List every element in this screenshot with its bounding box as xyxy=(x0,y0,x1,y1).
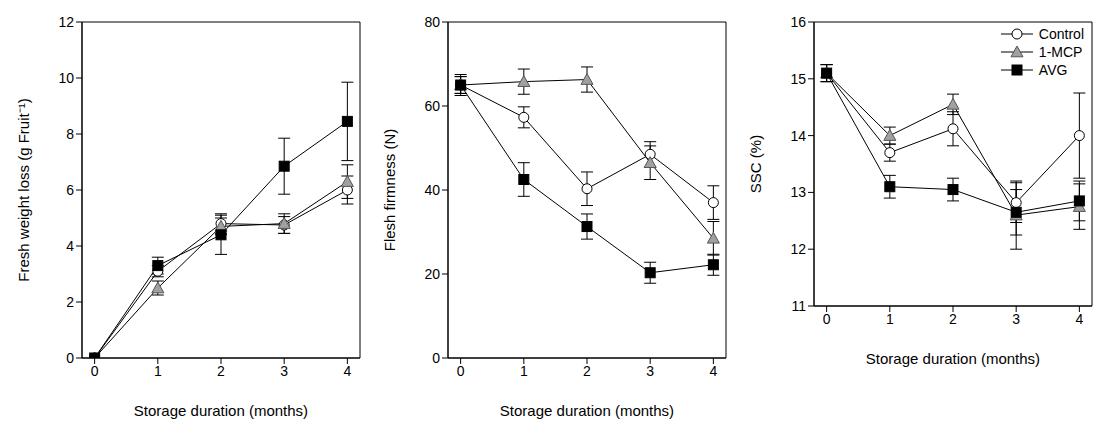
svg-text:14: 14 xyxy=(790,128,806,144)
svg-text:0: 0 xyxy=(91,363,99,379)
svg-text:3: 3 xyxy=(1012,311,1020,327)
svg-text:0: 0 xyxy=(457,363,465,379)
svg-text:4: 4 xyxy=(66,238,74,254)
svg-text:4: 4 xyxy=(1075,311,1083,327)
svg-text:0: 0 xyxy=(823,311,831,327)
svg-text:3: 3 xyxy=(280,363,288,379)
svg-text:16: 16 xyxy=(790,14,806,30)
svg-text:20: 20 xyxy=(424,266,440,282)
svg-text:12: 12 xyxy=(790,241,806,257)
svg-text:0: 0 xyxy=(66,350,74,366)
svg-text:13: 13 xyxy=(790,184,806,200)
svg-text:2: 2 xyxy=(217,363,225,379)
svg-text:1: 1 xyxy=(886,311,894,327)
svg-text:Fresh weight loss (g Fruit⁻¹): Fresh weight loss (g Fruit⁻¹) xyxy=(15,98,32,281)
svg-text:80: 80 xyxy=(424,14,440,30)
svg-text:4: 4 xyxy=(709,363,717,379)
svg-text:60: 60 xyxy=(424,98,440,114)
svg-text:SSC (%): SSC (%) xyxy=(747,135,764,193)
svg-text:1: 1 xyxy=(154,363,162,379)
svg-text:Storage duration (months): Storage duration (months) xyxy=(134,402,308,419)
svg-text:Storage duration (months): Storage duration (months) xyxy=(500,402,674,419)
svg-text:2: 2 xyxy=(583,363,591,379)
svg-text:40: 40 xyxy=(424,182,440,198)
svg-text:3: 3 xyxy=(646,363,654,379)
svg-text:0: 0 xyxy=(432,350,440,366)
svg-text:12: 12 xyxy=(58,14,74,30)
svg-text:8: 8 xyxy=(66,126,74,142)
svg-text:2: 2 xyxy=(949,311,957,327)
html-text:Control: Control xyxy=(1038,26,1084,42)
svg-text:4: 4 xyxy=(343,363,351,379)
svg-text:Flesh firmness (N): Flesh firmness (N) xyxy=(381,129,398,252)
html-text:1-MCP: 1-MCP xyxy=(1038,44,1083,60)
svg-text:Storage duration (months): Storage duration (months) xyxy=(866,350,1040,367)
svg-text:11: 11 xyxy=(791,298,806,314)
svg-text:1: 1 xyxy=(520,363,528,379)
svg-text:10: 10 xyxy=(58,70,74,86)
svg-text:6: 6 xyxy=(66,182,74,198)
svg-text:2: 2 xyxy=(66,294,74,310)
svg-text:15: 15 xyxy=(790,71,806,87)
html-text:AVG: AVG xyxy=(1038,62,1068,78)
